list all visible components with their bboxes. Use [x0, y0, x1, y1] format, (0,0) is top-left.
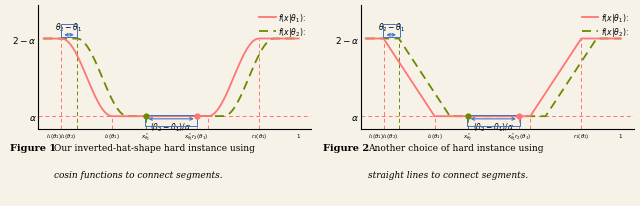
Bar [145, 115, 197, 127]
$f(x|\theta_1)$: [617, 38, 625, 41]
$f(x|\theta_2)$: [395, 38, 403, 41]
$f(x|\theta_2)$: [40, 38, 47, 41]
$f(x|\theta_2)$: [446, 115, 454, 118]
$f(x|\theta_1)$: [515, 115, 523, 118]
$f(x|\theta_1)$: [362, 38, 369, 41]
$f(x|\theta_1)$: [577, 38, 585, 41]
Bar [467, 115, 520, 127]
$f(x|\theta_2)$: [243, 81, 251, 84]
$f(x|\theta_1)$: [228, 81, 236, 84]
Bar [383, 25, 399, 38]
Text: straight lines to connect segments.: straight lines to connect segments. [368, 170, 528, 179]
$f(x|\theta_2)$: [74, 38, 82, 41]
Legend: $f(x|\theta_1)$:, $f(x|\theta_2)$:: $f(x|\theta_1)$:, $f(x|\theta_2)$: [580, 10, 630, 40]
$f(x|\theta_2)$: [464, 115, 472, 118]
Line: $f(x|\theta_2)$:: $f(x|\theta_2)$: [365, 39, 621, 117]
$f(x|\theta_1)$: [515, 115, 523, 118]
Text: Another choice of hard instance using: Another choice of hard instance using [368, 143, 543, 152]
$f(x|\theta_2)$: [81, 43, 89, 46]
$f(x|\theta_1)$: [66, 43, 74, 46]
$f(x|\theta_1)$: [295, 38, 303, 41]
Text: Figure 2: Figure 2 [323, 143, 369, 152]
$f(x|\theta_1)$: [527, 115, 534, 118]
$f(x|\theta_2)$: [104, 90, 112, 92]
$f(x|\theta_1)$: [212, 111, 220, 114]
Line: $f(x|\theta_1)$:: $f(x|\theta_1)$: [365, 39, 621, 117]
$f(x|\theta_2)$: [541, 115, 549, 118]
$f(x|\theta_1)$: [59, 38, 67, 41]
$f(x|\theta_2)$: [124, 115, 132, 118]
$f(x|\theta_1)$: [89, 90, 97, 92]
$f(x|\theta_2)$: [593, 38, 600, 41]
$f(x|\theta_2)$: [617, 38, 625, 41]
$f(x|\theta_2)$: [362, 38, 369, 41]
Text: Our inverted-hat-shape hard instance using: Our inverted-hat-shape hard instance usi… [54, 143, 255, 152]
Text: $\theta_2 - \theta_1$: $\theta_2 - \theta_1$ [56, 21, 83, 34]
$f(x|\theta_2)$: [102, 86, 110, 89]
$f(x|\theta_2)$: [464, 115, 472, 118]
$f(x|\theta_1)$: [87, 86, 95, 89]
$f(x|\theta_1)$: [109, 115, 116, 118]
$f(x|\theta_1)$: [431, 115, 438, 118]
Text: cosin functions to connect segments.: cosin functions to connect segments. [54, 170, 223, 179]
Text: $(\theta_2 - \theta_1)/\alpha$: $(\theta_2 - \theta_1)/\alpha$ [472, 121, 514, 134]
$f(x|\theta_1)$: [40, 38, 47, 41]
Legend: $f(x|\theta_1)$:, $f(x|\theta_2)$:: $f(x|\theta_1)$:, $f(x|\theta_2)$: [258, 10, 308, 40]
Line: $f(x|\theta_2)$:: $f(x|\theta_2)$: [44, 39, 299, 117]
Text: Figure 1: Figure 1 [10, 143, 56, 152]
$f(x|\theta_2)$: [295, 38, 303, 41]
Text: $\theta_2 - \theta_1$: $\theta_2 - \theta_1$ [378, 21, 404, 34]
$f(x|\theta_2)$: [227, 111, 235, 114]
Line: $f(x|\theta_1)$:: $f(x|\theta_1)$: [44, 39, 299, 117]
Text: $(\theta_2 - \theta_1)/\alpha$: $(\theta_2 - \theta_1)/\alpha$ [150, 121, 192, 134]
$f(x|\theta_1)$: [380, 38, 387, 41]
Bar [61, 25, 77, 38]
